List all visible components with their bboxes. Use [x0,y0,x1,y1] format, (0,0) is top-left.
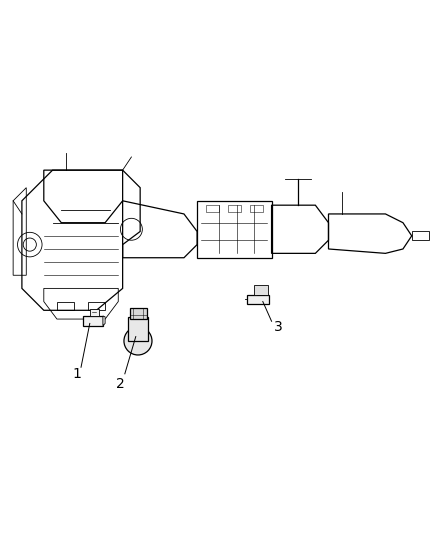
Bar [206,205,219,212]
Bar [128,317,148,341]
Bar [130,308,147,319]
Bar [250,205,263,212]
Bar [247,295,269,304]
Polygon shape [103,316,105,326]
Bar [254,285,268,295]
Bar [83,316,103,326]
Bar [90,310,99,316]
Text: 1: 1 [72,367,81,381]
Bar [228,205,241,212]
Text: 2: 2 [116,377,125,391]
Text: 3: 3 [274,320,283,334]
Circle shape [124,327,152,355]
